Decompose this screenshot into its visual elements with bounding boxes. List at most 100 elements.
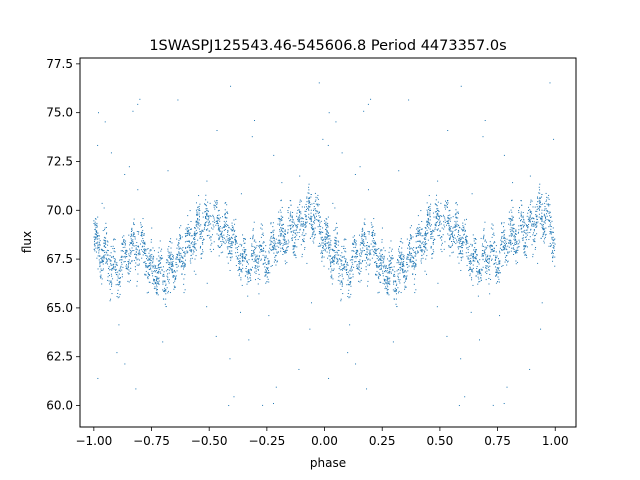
data-point [116,352,118,354]
data-point [327,224,329,226]
data-point [121,255,123,257]
data-point [143,234,145,236]
data-point [454,234,455,236]
data-point [498,271,500,273]
data-point [222,240,224,242]
data-point [398,246,400,248]
data-point [308,189,310,191]
data-point [490,278,492,280]
data-point [233,219,235,221]
data-point [546,199,548,201]
data-point [220,230,222,232]
data-point [216,222,218,224]
data-point [438,222,440,224]
data-point [297,219,299,221]
data-point [167,260,169,262]
data-point [232,237,234,239]
data-point [522,234,524,236]
data-point [295,236,297,238]
data-point [295,255,297,257]
data-point [529,210,531,212]
data-point [485,266,487,268]
data-point [105,261,107,263]
data-point [383,256,385,258]
data-point [516,242,518,244]
data-point [524,245,526,247]
data-point [533,239,535,241]
data-point [135,245,137,247]
data-point [338,241,340,243]
data-point [494,241,496,243]
data-point [514,241,516,243]
data-point [386,270,388,272]
data-point [535,221,537,223]
data-point [309,201,311,203]
data-point [335,254,337,256]
data-point [377,248,379,250]
data-point [178,241,180,243]
data-point [202,216,204,218]
data-point [338,258,340,260]
data-point [152,247,154,249]
data-point [269,272,271,274]
data-point [95,227,97,229]
data-point [465,238,467,240]
data-point [413,268,415,270]
data-point [484,240,486,242]
data-point [399,267,401,269]
data-point [272,241,274,243]
data-point [436,229,438,231]
data-point [432,249,434,251]
data-point [537,221,539,223]
data-point [233,233,235,235]
data-point [379,258,381,260]
data-point [183,278,185,280]
data-point [242,267,244,269]
data-point [507,260,509,262]
data-point [300,200,302,202]
data-point [427,239,429,241]
data-point [282,224,284,226]
data-point [209,230,211,232]
data-point [335,241,337,243]
data-point [548,212,550,214]
data-point [350,285,352,287]
data-point [279,229,280,231]
data-point [224,202,226,204]
data-point [420,228,422,230]
data-point [325,221,327,223]
data-point [175,286,177,288]
data-point [160,272,162,274]
data-point [403,276,405,278]
data-point [162,283,164,285]
data-point [491,223,493,225]
data-point [111,293,113,295]
data-point [326,238,328,240]
data-point [376,250,378,252]
data-point [431,233,433,235]
data-point [529,368,531,370]
data-point [228,226,230,228]
data-point [359,269,361,271]
data-point [384,279,386,281]
data-point [333,260,335,262]
data-point [145,274,147,276]
data-point [336,261,338,263]
data-point [308,213,310,215]
data-point [514,237,516,239]
data-point [417,246,419,248]
data-point [529,236,531,238]
data-point [124,252,126,254]
data-point [136,280,138,282]
data-point [338,254,340,256]
data-point [409,251,411,253]
data-point [484,239,486,241]
data-point [397,273,399,275]
data-point [250,274,252,276]
data-point [200,232,202,234]
data-point [341,284,343,286]
data-point [384,270,386,272]
data-point [130,236,132,238]
data-point [381,227,383,229]
data-point [395,303,397,305]
